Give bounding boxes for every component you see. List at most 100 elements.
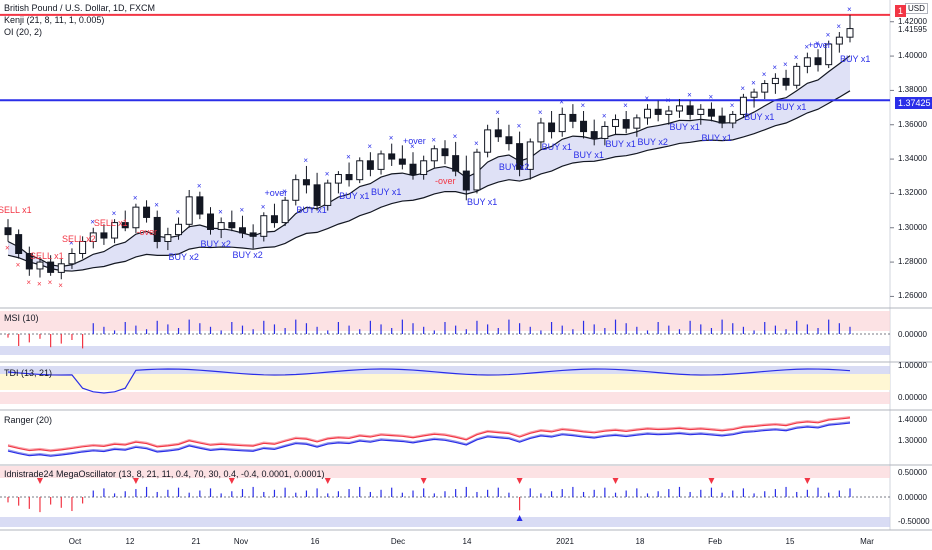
price-tick-label: 1.26000 (898, 291, 927, 301)
buy-marker: × (431, 135, 436, 144)
candle-body (89, 232, 97, 242)
candle-body (643, 108, 651, 119)
buy-marker: × (389, 134, 394, 143)
buy-marker: × (453, 132, 458, 141)
buy-marker: × (623, 101, 628, 110)
buy-marker: × (730, 101, 735, 110)
candle-body (36, 261, 44, 270)
candle-body (430, 148, 438, 162)
candle-body (420, 160, 428, 176)
candle-body (665, 110, 673, 115)
oi-indicator-label[interactable]: OI (20, 2) (4, 27, 43, 37)
candle-body (345, 174, 353, 181)
mega-sell-triangle (516, 478, 523, 484)
pane-tick-label: 0.00000 (898, 393, 927, 402)
over-signal-label: +over (403, 136, 426, 147)
candle-body (484, 129, 492, 153)
mega-lower-zone (0, 517, 890, 527)
sell-signal-label: SELL x2 (61, 234, 96, 245)
ranger-pane-title[interactable]: Ranger (20) (4, 415, 53, 425)
candle-body (814, 57, 822, 66)
buy-signal-label: BUY x1 (573, 150, 604, 161)
candle-body (718, 115, 726, 124)
buy-marker: × (794, 53, 799, 62)
candle-body (313, 184, 321, 206)
kenji-fast-line (7, 55, 851, 268)
candle-body (793, 65, 801, 86)
candle-body (153, 216, 161, 242)
candle-body (548, 122, 556, 133)
candle-body (654, 108, 662, 115)
candle-body (324, 182, 332, 206)
candle-body (366, 160, 374, 170)
mega-sell-triangle (228, 478, 235, 484)
buy-marker: × (133, 194, 138, 203)
candle-body (175, 223, 183, 236)
mega-sell-triangle (420, 478, 427, 484)
mega-sell-triangle (36, 478, 43, 484)
buy-marker: × (239, 206, 244, 215)
candle-body (100, 232, 108, 239)
candle-body (207, 213, 215, 230)
candle-body (217, 222, 225, 230)
mega-sell-triangle (324, 478, 331, 484)
candle-body (302, 179, 310, 186)
tdi-line (7, 368, 851, 394)
candle-body (825, 43, 833, 66)
buy-marker: × (847, 5, 852, 14)
candle-body (675, 105, 683, 112)
over-signal-label: -over (136, 226, 158, 237)
candle-body (270, 215, 278, 224)
candle-body (334, 174, 342, 184)
buy-marker: × (687, 91, 692, 100)
over-signal-label: +over (808, 40, 831, 50)
candle-body (143, 206, 151, 218)
megaoscillator-pane-title[interactable]: Idnistrade24 MegaOscillator (13, 8, 21, … (4, 469, 325, 479)
candle-body (590, 131, 598, 139)
buy-marker: × (740, 84, 745, 93)
pane-tick-label: 0.50000 (898, 468, 927, 477)
buy-signal-label: BUY x2 (168, 251, 199, 262)
buy-marker: × (303, 156, 308, 165)
candle-body (686, 105, 694, 115)
x-axis-label: 18 (635, 537, 645, 546)
candle-body (260, 215, 268, 237)
sell-marker: × (48, 278, 53, 287)
candle-body (441, 148, 449, 157)
pane-tick-label: 0.00000 (898, 493, 927, 502)
buy-signal-label: BUY x1 (701, 133, 732, 144)
buy-marker: × (751, 79, 756, 88)
buy-marker: × (282, 187, 287, 196)
candle-body (15, 234, 23, 254)
candle-body (835, 36, 843, 45)
buy-marker: × (783, 60, 788, 69)
candle-body (707, 108, 715, 117)
candle-body (164, 234, 172, 242)
buy-marker: × (474, 139, 479, 148)
kenji-indicator-label[interactable]: Kenji (21, 8, 11, 1, 0.005) (4, 15, 105, 25)
candle-body (452, 155, 460, 172)
sell-marker: × (37, 280, 42, 289)
buy-signal-label: BUY x1 (776, 102, 807, 113)
kenji-slow-line (7, 90, 851, 272)
currency-badge: USD (905, 3, 928, 14)
price-tick-label: 1.36000 (898, 119, 927, 129)
tdi-pane-title[interactable]: TDI (13, 21) (4, 368, 53, 378)
candle-body (622, 119, 630, 129)
tdi-upper-zone (0, 366, 890, 374)
candle-body (79, 240, 87, 254)
buy-signal-label: BUY x1 (669, 121, 700, 132)
buy-marker: × (644, 94, 649, 103)
sell-signal-label: SELL x1 (29, 250, 64, 261)
buy-marker: × (762, 70, 767, 79)
x-axis-label: Oct (68, 537, 82, 546)
candle-body (526, 141, 534, 170)
buy-marker: × (517, 122, 522, 131)
pane-tick-label: -0.50000 (898, 517, 930, 526)
buy-signal-label: BUY x1 (840, 54, 871, 65)
msi-pane-title[interactable]: MSI (10) (4, 313, 39, 323)
msi-overbought-zone (0, 311, 890, 331)
buy-marker: × (804, 43, 809, 52)
candle-body (111, 222, 119, 239)
